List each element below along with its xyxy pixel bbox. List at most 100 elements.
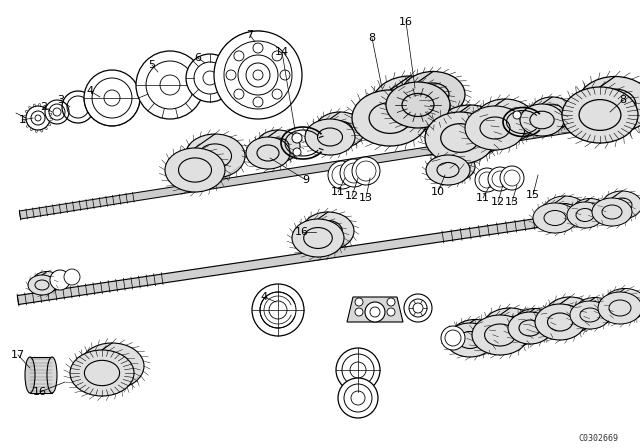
- Ellipse shape: [417, 83, 449, 106]
- Circle shape: [253, 97, 263, 107]
- Circle shape: [479, 172, 495, 188]
- Ellipse shape: [441, 124, 479, 152]
- Ellipse shape: [302, 212, 354, 250]
- Ellipse shape: [40, 276, 54, 287]
- Circle shape: [26, 106, 50, 130]
- Circle shape: [234, 89, 244, 99]
- Text: 8: 8: [620, 95, 627, 105]
- Ellipse shape: [475, 99, 535, 143]
- Ellipse shape: [614, 297, 636, 313]
- Ellipse shape: [401, 72, 465, 117]
- Circle shape: [269, 301, 287, 319]
- Ellipse shape: [80, 343, 144, 389]
- Ellipse shape: [557, 306, 582, 324]
- Ellipse shape: [328, 121, 353, 139]
- Circle shape: [365, 302, 385, 322]
- Circle shape: [387, 308, 395, 316]
- Ellipse shape: [547, 313, 573, 331]
- Circle shape: [272, 89, 282, 99]
- Circle shape: [352, 157, 380, 185]
- Ellipse shape: [472, 315, 528, 355]
- Text: 9: 9: [303, 175, 310, 185]
- Ellipse shape: [581, 205, 599, 218]
- Text: 11: 11: [331, 187, 345, 197]
- Ellipse shape: [524, 316, 546, 332]
- Text: C0302669: C0302669: [578, 434, 618, 443]
- Text: 12: 12: [491, 197, 505, 207]
- Ellipse shape: [612, 198, 632, 212]
- Ellipse shape: [579, 99, 621, 130]
- Circle shape: [356, 161, 376, 181]
- Ellipse shape: [35, 280, 49, 290]
- Ellipse shape: [484, 324, 515, 346]
- Text: 7: 7: [246, 30, 253, 40]
- Ellipse shape: [314, 220, 342, 241]
- Ellipse shape: [598, 292, 640, 324]
- Ellipse shape: [609, 300, 631, 316]
- Text: 12: 12: [345, 191, 359, 201]
- Ellipse shape: [508, 312, 552, 344]
- Ellipse shape: [451, 319, 499, 353]
- Ellipse shape: [513, 309, 557, 340]
- Ellipse shape: [267, 138, 289, 154]
- Circle shape: [336, 348, 380, 392]
- Circle shape: [45, 100, 69, 124]
- Ellipse shape: [84, 360, 120, 386]
- Circle shape: [344, 163, 364, 183]
- Ellipse shape: [372, 76, 448, 132]
- Polygon shape: [447, 297, 636, 344]
- Ellipse shape: [594, 89, 636, 120]
- Ellipse shape: [535, 304, 585, 340]
- Circle shape: [344, 384, 372, 412]
- Ellipse shape: [369, 103, 411, 134]
- Circle shape: [350, 362, 366, 378]
- Bar: [30, 357, 52, 393]
- Circle shape: [292, 133, 302, 143]
- Circle shape: [160, 75, 180, 95]
- Ellipse shape: [437, 163, 459, 177]
- Circle shape: [355, 308, 363, 316]
- Text: 10: 10: [431, 187, 445, 197]
- Circle shape: [253, 70, 263, 80]
- Ellipse shape: [305, 119, 355, 155]
- Ellipse shape: [28, 275, 56, 295]
- Circle shape: [136, 51, 204, 119]
- Ellipse shape: [575, 297, 615, 326]
- Text: 15: 15: [526, 190, 540, 200]
- Circle shape: [413, 303, 423, 313]
- Ellipse shape: [389, 89, 431, 120]
- Ellipse shape: [465, 106, 525, 150]
- Ellipse shape: [490, 110, 520, 132]
- Circle shape: [272, 51, 282, 61]
- Ellipse shape: [554, 203, 576, 219]
- Circle shape: [186, 54, 234, 102]
- Ellipse shape: [425, 112, 495, 164]
- Ellipse shape: [519, 320, 541, 336]
- Text: 5: 5: [148, 60, 156, 70]
- Polygon shape: [19, 116, 626, 219]
- Circle shape: [475, 168, 499, 192]
- Text: 2: 2: [40, 102, 47, 112]
- Circle shape: [441, 326, 465, 350]
- Ellipse shape: [580, 308, 600, 322]
- Circle shape: [214, 31, 302, 119]
- Circle shape: [500, 166, 524, 190]
- Circle shape: [226, 70, 236, 80]
- Circle shape: [194, 62, 226, 94]
- Ellipse shape: [95, 353, 129, 379]
- Ellipse shape: [495, 317, 525, 339]
- Circle shape: [238, 55, 278, 95]
- Ellipse shape: [304, 228, 332, 249]
- Text: 11: 11: [476, 193, 490, 203]
- Circle shape: [260, 292, 296, 328]
- Ellipse shape: [602, 205, 622, 219]
- Ellipse shape: [530, 97, 574, 129]
- Ellipse shape: [47, 357, 57, 393]
- Polygon shape: [17, 206, 626, 305]
- Ellipse shape: [70, 350, 134, 396]
- Circle shape: [513, 111, 521, 119]
- Circle shape: [92, 78, 132, 118]
- Text: 13: 13: [359, 193, 373, 203]
- Circle shape: [409, 299, 427, 317]
- Circle shape: [338, 378, 378, 418]
